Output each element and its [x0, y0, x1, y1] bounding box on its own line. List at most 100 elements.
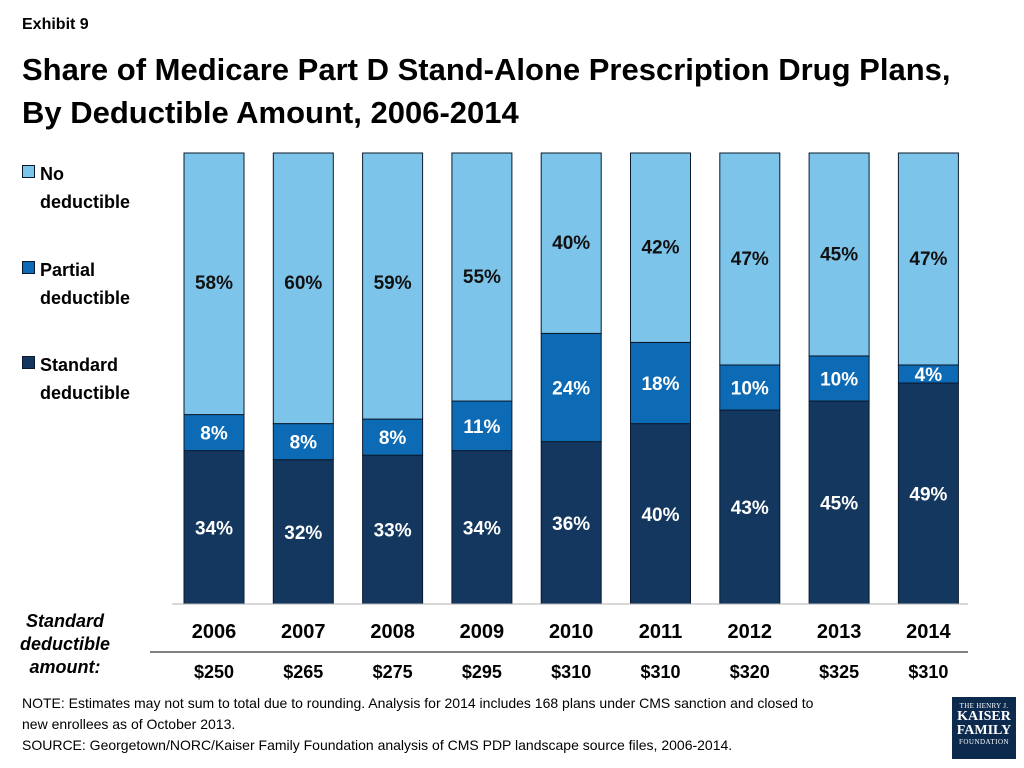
data-label-partial-deductible-2007: 8% — [290, 433, 318, 454]
bar-partial-deductible-2010 — [540, 332, 602, 443]
data-label-partial-deductible-2013: 10% — [820, 370, 858, 391]
bar-no-deductible-2008 — [362, 152, 424, 420]
bar-partial-deductible-2006 — [183, 414, 245, 452]
data-label-no-deductible-2006: 58% — [195, 273, 233, 294]
legend-swatch-no-deductible — [22, 165, 35, 178]
bar-partial-deductible-2012 — [719, 364, 781, 411]
source-note: NOTE: Estimates may not sum to total due… — [22, 693, 942, 756]
deductible-amount-2011: $310 — [640, 662, 680, 682]
chart-title-line-2: By Deductible Amount, 2006-2014 — [22, 95, 519, 130]
source-line: SOURCE: Georgetown/NORC/Kaiser Family Fo… — [22, 737, 733, 753]
data-label-partial-deductible-2012: 10% — [731, 379, 769, 400]
data-label-partial-deductible-2009: 11% — [463, 417, 500, 438]
data-label-standard-deductible-2013: 45% — [820, 494, 858, 515]
bar-no-deductible-2013 — [808, 152, 870, 357]
legend-label-partial-deductible: Partial deductible — [40, 256, 160, 312]
deductible-amount-2008: $275 — [373, 662, 413, 682]
bar-partial-deductible-2009 — [451, 400, 513, 452]
legend-label-line: deductible — [40, 383, 131, 403]
bar-no-deductible-2007 — [272, 152, 334, 425]
deductible-amount-2013: $325 — [819, 662, 859, 682]
standard-deductible-amount-label: Standard deductible amount: — [10, 610, 120, 679]
stacked-bar-chart: 34% 8% 58% 2006 $250 32% 8% 60% 2007 $265 33% 8% 59%… — [150, 152, 968, 682]
chart-title-line-1: Share of Medicare Part D Stand-Alone Pre… — [22, 52, 951, 87]
data-label-standard-deductible-2010: 36% — [552, 514, 590, 535]
bar-standard-deductible-2014 — [897, 382, 959, 605]
legend-label-line: deductible — [40, 288, 131, 308]
chart-title: Share of Medicare Part D Stand-Alone Pre… — [22, 48, 1002, 134]
legend-label-line: Partial — [40, 260, 96, 280]
bar-no-deductible-2012 — [719, 152, 781, 366]
data-label-partial-deductible-2010: 24% — [552, 379, 590, 400]
bar-partial-deductible-2011 — [630, 341, 691, 425]
legend-label-line: No — [40, 164, 64, 184]
x-tick-label-2009: 2009 — [460, 621, 505, 643]
row-label-line: Standard — [25, 611, 104, 631]
data-label-standard-deductible-2012: 43% — [731, 498, 769, 519]
logo-line-1: KAISER — [957, 709, 1011, 724]
deductible-amount-2006: $250 — [194, 662, 234, 682]
deductible-amount-2012: $320 — [730, 662, 770, 682]
bar-no-deductible-2014 — [897, 152, 959, 366]
bar-standard-deductible-2009 — [451, 450, 513, 605]
data-label-partial-deductible-2008: 8% — [379, 428, 407, 449]
data-label-no-deductible-2007: 60% — [284, 273, 322, 294]
data-label-no-deductible-2011: 42% — [641, 238, 679, 259]
x-tick-label-2012: 2012 — [728, 621, 773, 643]
bar-partial-deductible-2013 — [808, 355, 870, 402]
logo-line-2: FAMILY — [956, 723, 1012, 738]
x-tick-label-2010: 2010 — [549, 621, 594, 643]
note-line: NOTE: Estimates may not sum to total due… — [22, 695, 814, 711]
x-tick-label-2013: 2013 — [817, 621, 862, 643]
exhibit-label: Exhibit 9 — [22, 16, 89, 33]
bar-standard-deductible-2010 — [540, 441, 602, 605]
bar-standard-deductible-2013 — [808, 400, 870, 605]
deductible-amount-2007: $265 — [283, 662, 323, 682]
legend-swatch-partial-deductible — [22, 261, 35, 274]
data-label-standard-deductible-2008: 33% — [374, 521, 412, 542]
bar-standard-deductible-2008 — [362, 454, 424, 605]
legend-label-line: deductible — [40, 192, 131, 212]
data-label-standard-deductible-2011: 40% — [641, 505, 679, 526]
data-label-standard-deductible-2014: 49% — [909, 485, 947, 506]
bar-no-deductible-2011 — [630, 152, 691, 343]
bar-standard-deductible-2007 — [272, 459, 334, 605]
x-tick-label-2011: 2011 — [639, 621, 682, 643]
x-tick-label-2007: 2007 — [281, 621, 326, 643]
bar-standard-deductible-2011 — [630, 423, 691, 605]
data-label-no-deductible-2013: 45% — [820, 244, 858, 265]
data-label-standard-deductible-2006: 34% — [195, 518, 233, 539]
note-line: new enrollees as of October 2013. — [22, 716, 236, 732]
data-label-no-deductible-2012: 47% — [731, 249, 769, 270]
bar-partial-deductible-2007 — [272, 423, 334, 461]
data-label-standard-deductible-2009: 34% — [463, 518, 501, 539]
legend-label-no-deductible: No deductible — [40, 160, 160, 216]
bar-standard-deductible-2012 — [719, 409, 781, 605]
data-label-no-deductible-2009: 55% — [463, 267, 501, 288]
bar-partial-deductible-2008 — [362, 418, 424, 456]
data-label-partial-deductible-2014: 4% — [915, 365, 943, 386]
kaiser-family-foundation-logo: THE HENRY J. KAISER FAMILY FOUNDATION — [952, 697, 1016, 759]
logo-bottom-text: FOUNDATION — [958, 738, 1010, 746]
data-label-no-deductible-2008: 59% — [374, 273, 412, 294]
deductible-amount-2014: $310 — [908, 662, 948, 682]
bar-no-deductible-2010 — [540, 152, 602, 334]
logo-top-text: THE HENRY J. — [959, 702, 1009, 710]
legend-swatch-standard-deductible — [22, 356, 35, 369]
row-label-line: deductible — [19, 634, 110, 654]
legend-label-line: Standard — [40, 355, 119, 375]
row-label-line: amount: — [29, 657, 101, 677]
legend-label-standard-deductible: Standard deductible — [40, 351, 160, 407]
data-label-standard-deductible-2007: 32% — [284, 523, 322, 544]
x-tick-label-2014: 2014 — [906, 621, 951, 643]
data-label-partial-deductible-2006: 8% — [200, 424, 228, 445]
deductible-amount-2010: $310 — [551, 662, 591, 682]
bar-no-deductible-2006 — [183, 152, 245, 416]
data-label-partial-deductible-2011: 18% — [641, 374, 679, 395]
data-label-no-deductible-2014: 47% — [909, 249, 947, 270]
deductible-amount-2009: $295 — [462, 662, 502, 682]
x-tick-label-2006: 2006 — [192, 621, 237, 643]
data-label-no-deductible-2010: 40% — [552, 233, 590, 254]
bar-no-deductible-2009 — [451, 152, 513, 402]
x-tick-label-2008: 2008 — [370, 621, 415, 643]
